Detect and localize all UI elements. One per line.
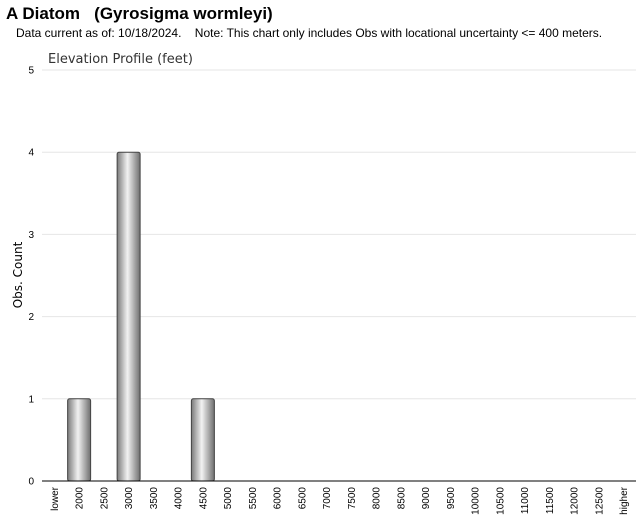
x-tick-label: 8500 — [396, 487, 407, 510]
x-tick-label: 11500 — [545, 487, 556, 515]
y-tick-label: 0 — [28, 477, 34, 488]
bar — [116, 151, 141, 482]
x-tick-label: lower — [50, 486, 61, 511]
x-tick-label: 5000 — [223, 487, 234, 510]
x-tick-label: 6500 — [297, 487, 308, 510]
chart-title: Elevation Profile (feet) — [48, 52, 193, 67]
x-tick-label: 2500 — [99, 487, 110, 510]
x-tick-label: 10000 — [471, 487, 482, 515]
x-tick-label: 9000 — [421, 487, 432, 510]
x-tick-label: 2000 — [75, 487, 86, 510]
x-tick-label: 6000 — [273, 487, 284, 510]
x-tick-label: 10500 — [495, 487, 506, 515]
x-tick-label: 12000 — [570, 487, 581, 515]
x-tick-label: 7000 — [322, 487, 333, 510]
y-tick-label: 4 — [28, 148, 34, 159]
uncertainty-note: Note: This chart only includes Obs with … — [194, 26, 603, 40]
x-tick-label: 3000 — [124, 487, 135, 510]
x-tick-label: 4000 — [174, 487, 185, 510]
data-note: Data current as of: 10/18/2024. Note: Th… — [16, 26, 602, 40]
y-tick-label: 1 — [28, 394, 34, 405]
data-current-text: Data current as of: 10/18/2024. — [16, 26, 182, 40]
x-tick-label: 3500 — [149, 487, 160, 510]
bar — [190, 398, 215, 482]
scientific-name: (Gyrosigma wormleyi) — [94, 4, 273, 23]
axis-layer: 0 1 2 3 4 5 lower 2000 2500 3000 3500 4000 4500 5000 5… — [28, 66, 636, 515]
x-tick-label: 12500 — [594, 487, 605, 515]
x-tick-label: 11000 — [520, 487, 531, 515]
x-tick-label: 5500 — [248, 487, 259, 510]
bar — [67, 398, 92, 482]
y-tick-label: 3 — [28, 230, 34, 241]
y-tick-label: 2 — [28, 312, 34, 323]
chart-heading: A Diatom (Gyrosigma wormleyi) — [6, 4, 273, 24]
x-tick-label: 9500 — [446, 487, 457, 510]
y-axis-label: Obs. Count — [11, 241, 25, 308]
x-tick-label: 7500 — [347, 487, 358, 510]
x-tick-label: 8000 — [372, 487, 383, 510]
common-name: A Diatom — [6, 4, 80, 23]
x-tick-label: 4500 — [198, 487, 209, 510]
bar-layer — [67, 151, 215, 482]
grid-layer — [42, 69, 636, 400]
y-tick-label: 5 — [28, 66, 34, 77]
x-tick-label: higher — [619, 486, 630, 514]
